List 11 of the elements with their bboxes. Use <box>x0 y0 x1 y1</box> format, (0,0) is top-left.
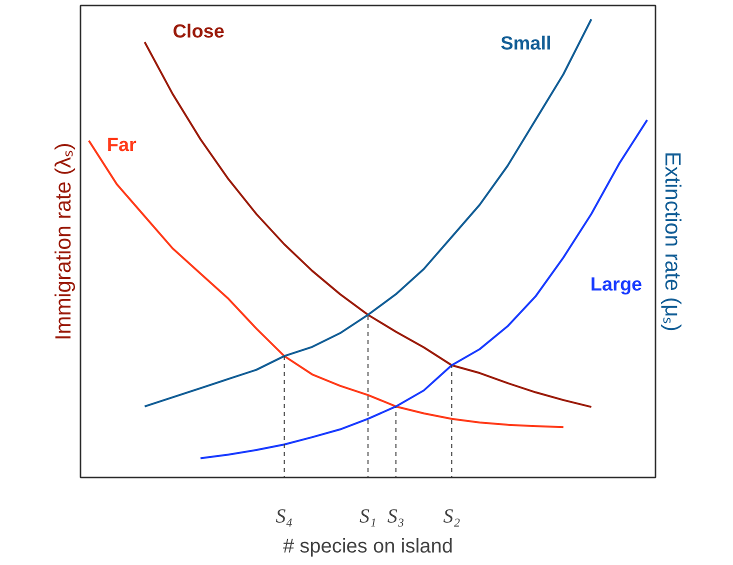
y-axis-title: Immigration rate (λₛ) <box>50 142 76 340</box>
series-label: Close <box>172 22 224 43</box>
x-tick-label: S₁ <box>360 506 376 528</box>
series-label: Far <box>106 135 138 156</box>
series-label: Small <box>500 34 552 55</box>
x-axis-title: # species on island <box>282 536 454 558</box>
x-tick-label: S₄ <box>276 506 293 528</box>
x-tick-label: S₂ <box>443 506 460 528</box>
y2-axis-title: Extinction rate (μₛ) <box>660 152 686 332</box>
series-label: Large <box>590 274 642 296</box>
x-tick-label: S₃ <box>387 506 404 528</box>
